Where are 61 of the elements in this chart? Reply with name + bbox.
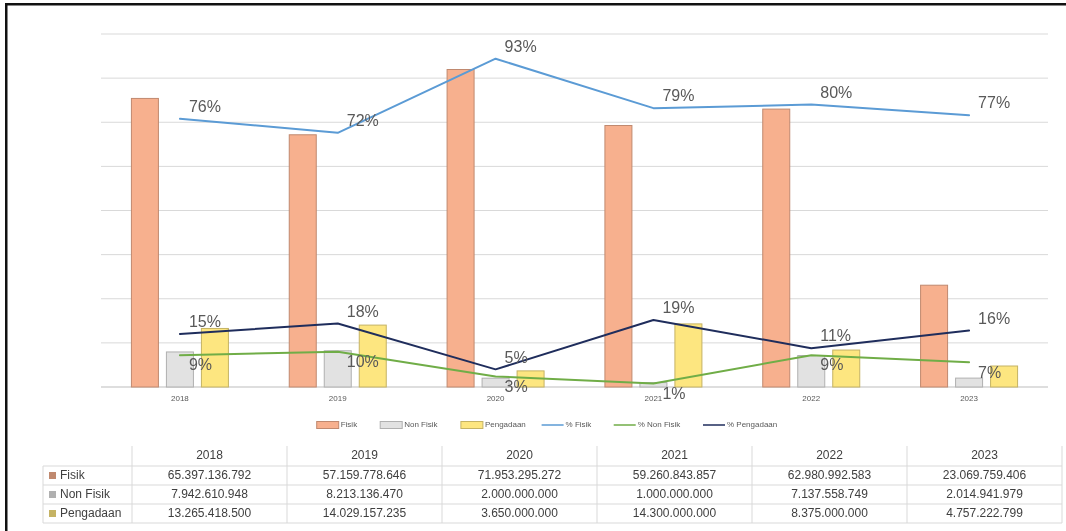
data-label: 1.000.000.000	[636, 486, 714, 501]
data-label: 3%	[504, 377, 528, 395]
data-label: 65.397.136.792	[167, 467, 252, 482]
category-label: 2021	[661, 448, 688, 463]
data-label: 13.265.418.500	[167, 505, 252, 520]
data-label: 76%	[188, 97, 221, 115]
bar	[955, 377, 984, 388]
data-label: 59.260.843.857	[632, 467, 717, 482]
x-tick-label: 2023	[960, 394, 979, 404]
legend-label: % Pengadaan	[727, 420, 778, 430]
data-label: 1%	[662, 384, 686, 402]
x-tick-label: 2022	[802, 394, 821, 404]
bar	[920, 284, 949, 388]
data-label: 18%	[346, 302, 379, 320]
data-label: 62.980.992.583	[787, 467, 872, 482]
bar	[762, 108, 791, 388]
data-label: 71.953.295.272	[477, 467, 562, 482]
category-label: 2019	[351, 448, 378, 463]
legend-label: % Non Fisik	[637, 420, 682, 430]
bar	[446, 69, 475, 388]
x-tick-label: 2021	[644, 394, 663, 404]
x-tick-label: 2018	[171, 394, 190, 404]
data-label: 79%	[662, 87, 695, 105]
data-label: 7.942.610.948	[171, 486, 249, 501]
data-label: 2.014.941.979	[946, 486, 1024, 501]
bar	[674, 323, 703, 388]
category-label: 2023	[971, 448, 998, 463]
data-label: 9%	[188, 356, 213, 374]
bar	[288, 134, 317, 388]
data-label: 14.300.000.000	[632, 505, 717, 520]
x-tick-label: 2020	[486, 394, 506, 404]
legend-label: % Fisik	[565, 420, 593, 430]
data-label: 14.029.157.235	[322, 505, 407, 520]
data-label: 11%	[820, 327, 852, 345]
data-label: 23.069.759.406	[942, 467, 1027, 482]
data-label: 15%	[188, 313, 221, 331]
category-label: 2022	[816, 448, 843, 463]
data-label: 16%	[978, 309, 1011, 327]
data-label: 2.000.000.000	[481, 486, 559, 501]
data-label: 5%	[504, 348, 528, 366]
data-label: 93%	[504, 37, 537, 55]
text: Non Fisik	[60, 486, 111, 501]
data-label: 8.213.136.470	[326, 486, 404, 501]
data-label: 3.650.000.000	[481, 505, 559, 520]
data-label: 8.375.000.000	[791, 505, 869, 520]
x-tick-label: 2019	[328, 394, 348, 404]
category-label: 2018	[196, 448, 223, 463]
data-label: 57.159.778.646	[322, 467, 407, 482]
text: Pengadaan	[60, 505, 122, 520]
legend-label: Non Fisik	[404, 420, 439, 430]
text: Fisik	[60, 467, 85, 482]
data-label: 4.757.222.799	[946, 505, 1024, 520]
legend-label: Fisik	[340, 420, 359, 430]
data-label: 7.137.558.749	[791, 486, 869, 501]
category-label: 2020	[506, 448, 533, 463]
data-label: 77%	[978, 94, 1011, 112]
bar	[130, 97, 159, 388]
data-label: 19%	[662, 299, 695, 317]
data-label: 80%	[820, 83, 853, 101]
legend-label: Pengadaan	[484, 420, 526, 430]
bar	[604, 125, 633, 388]
